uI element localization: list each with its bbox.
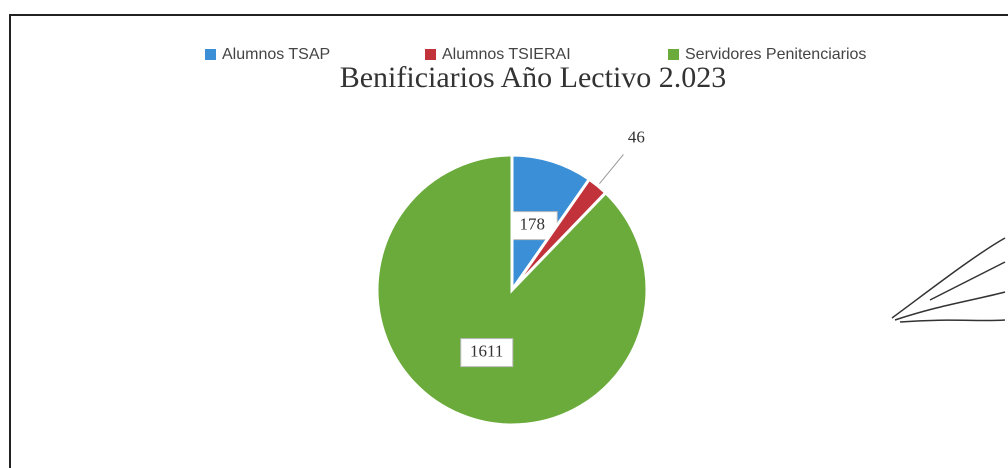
chart-title: Benificiarios Año Lectivo 2.023 (340, 61, 727, 94)
data-label: 1611 (470, 342, 503, 361)
data-label: 178 (520, 215, 546, 234)
pie-slice (375, 153, 649, 427)
legend-label: Alumnos TSAP (222, 46, 330, 63)
legend-label: Alumnos TSIERAI (442, 46, 571, 63)
data-label: 46 (628, 128, 645, 147)
signature (891, 237, 1006, 323)
legend-swatch (425, 49, 436, 60)
legend-label: Servidores Penitenciarios (685, 46, 866, 63)
data-label-box (460, 338, 514, 368)
legend-swatch (205, 49, 216, 60)
legend-swatch (668, 49, 679, 60)
leader-line (599, 154, 624, 184)
